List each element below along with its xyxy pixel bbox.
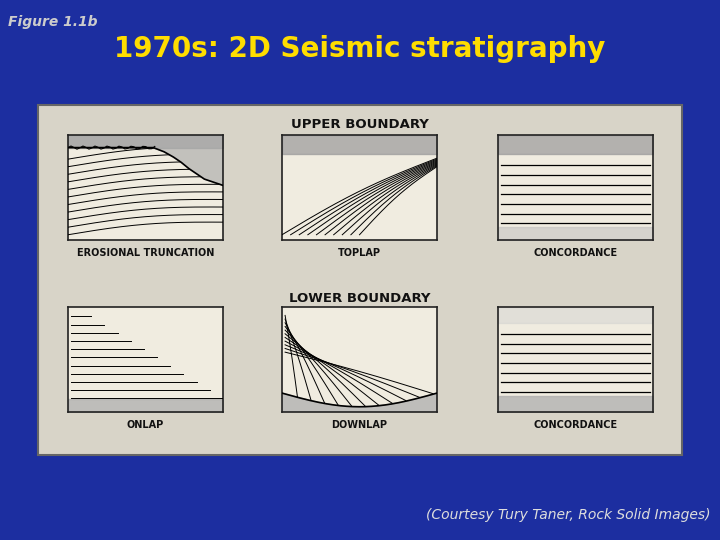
Text: EROSIONAL TRUNCATION: EROSIONAL TRUNCATION xyxy=(77,248,214,258)
Text: CONCORDANCE: CONCORDANCE xyxy=(534,248,618,258)
Polygon shape xyxy=(68,135,223,185)
Text: 1970s: 2D Seismic stratigraphy: 1970s: 2D Seismic stratigraphy xyxy=(114,35,606,63)
Text: Figure 1.1b: Figure 1.1b xyxy=(8,15,97,29)
Polygon shape xyxy=(282,393,437,412)
Text: UPPER BOUNDARY: UPPER BOUNDARY xyxy=(291,118,429,131)
FancyBboxPatch shape xyxy=(38,105,682,455)
Text: (Courtesy Tury Taner, Rock Solid Images): (Courtesy Tury Taner, Rock Solid Images) xyxy=(426,508,710,522)
Text: LOWER BOUNDARY: LOWER BOUNDARY xyxy=(289,292,431,305)
Text: TOPLAP: TOPLAP xyxy=(338,248,381,258)
Text: CONCORDANCE: CONCORDANCE xyxy=(534,420,618,430)
Text: DOWNLAP: DOWNLAP xyxy=(331,420,387,430)
Text: ONLAP: ONLAP xyxy=(127,420,164,430)
